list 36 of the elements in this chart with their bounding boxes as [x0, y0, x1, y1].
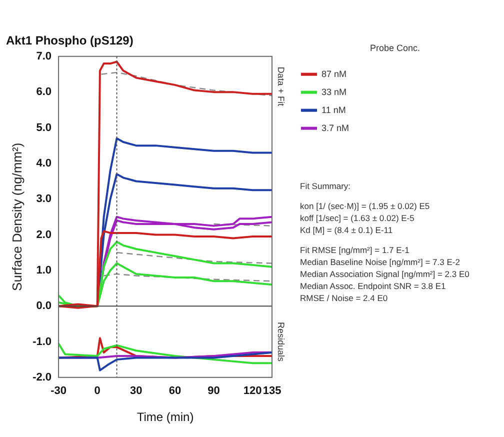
- y-tick-label: 1.0: [36, 264, 52, 276]
- legend-label: 3.7 nM: [322, 122, 350, 133]
- legend-label: 33 nM: [322, 86, 347, 97]
- legend-label: 11 nM: [322, 104, 346, 115]
- y-tick-label: 0.0: [36, 300, 52, 312]
- text: Fit Summary:: [300, 180, 352, 192]
- text: Median Association Signal [ng/mm²] = 2.3 E0: [300, 268, 470, 280]
- y-tick-label: 2.0: [36, 228, 52, 241]
- text: Data + Fit: [276, 66, 286, 107]
- y-tick-label: 6.0: [36, 86, 52, 98]
- y-tick-label: -1.0: [32, 336, 52, 348]
- y-tick-label: 7.0: [36, 50, 52, 62]
- x-tick-label: 30: [130, 385, 142, 398]
- x-tick-label: 0: [94, 385, 100, 398]
- x-tick-label: 135: [262, 385, 282, 398]
- x-tick-label: 120: [243, 385, 262, 398]
- x-tick-label: 60: [168, 385, 182, 398]
- y-tick-label: 5.0: [36, 122, 52, 134]
- y-axis-title: Surface Density (ng/mm²): [9, 142, 24, 291]
- text: koff [1/sec] = (1.63 ± 0.02) E-5: [300, 212, 416, 224]
- text: Kd [M] = (8.4 ± 0.1) E-11: [300, 224, 394, 236]
- text: Median Assoc. Endpoint SNR = 3.8 E1: [300, 280, 447, 292]
- chart-title: Akt1 Phospho (pS129): [6, 34, 134, 48]
- legend-label: 87 nM: [322, 68, 347, 79]
- y-tick-label: 4.0: [36, 157, 52, 170]
- text: Residuals: [276, 322, 286, 362]
- x-tick-label: 90: [208, 385, 220, 398]
- legend-title: Probe Conc.: [370, 42, 420, 53]
- text: kon [1/ (sec·M)] = (1.95 ± 0.02) E5: [300, 200, 431, 212]
- y-tick-label: -2.0: [32, 371, 52, 384]
- text: Fit RMSE [ng/mm²] = 1.7 E-1: [300, 244, 410, 256]
- x-tick-label: -30: [50, 385, 67, 398]
- x-axis-title: Time (min): [136, 410, 194, 424]
- text: RMSE / Noise = 2.4 E0: [300, 292, 389, 304]
- y-tick-label: 3.0: [36, 193, 52, 206]
- text: Median Baseline Noise [ng/mm²] = 7.3 E-2: [300, 256, 461, 268]
